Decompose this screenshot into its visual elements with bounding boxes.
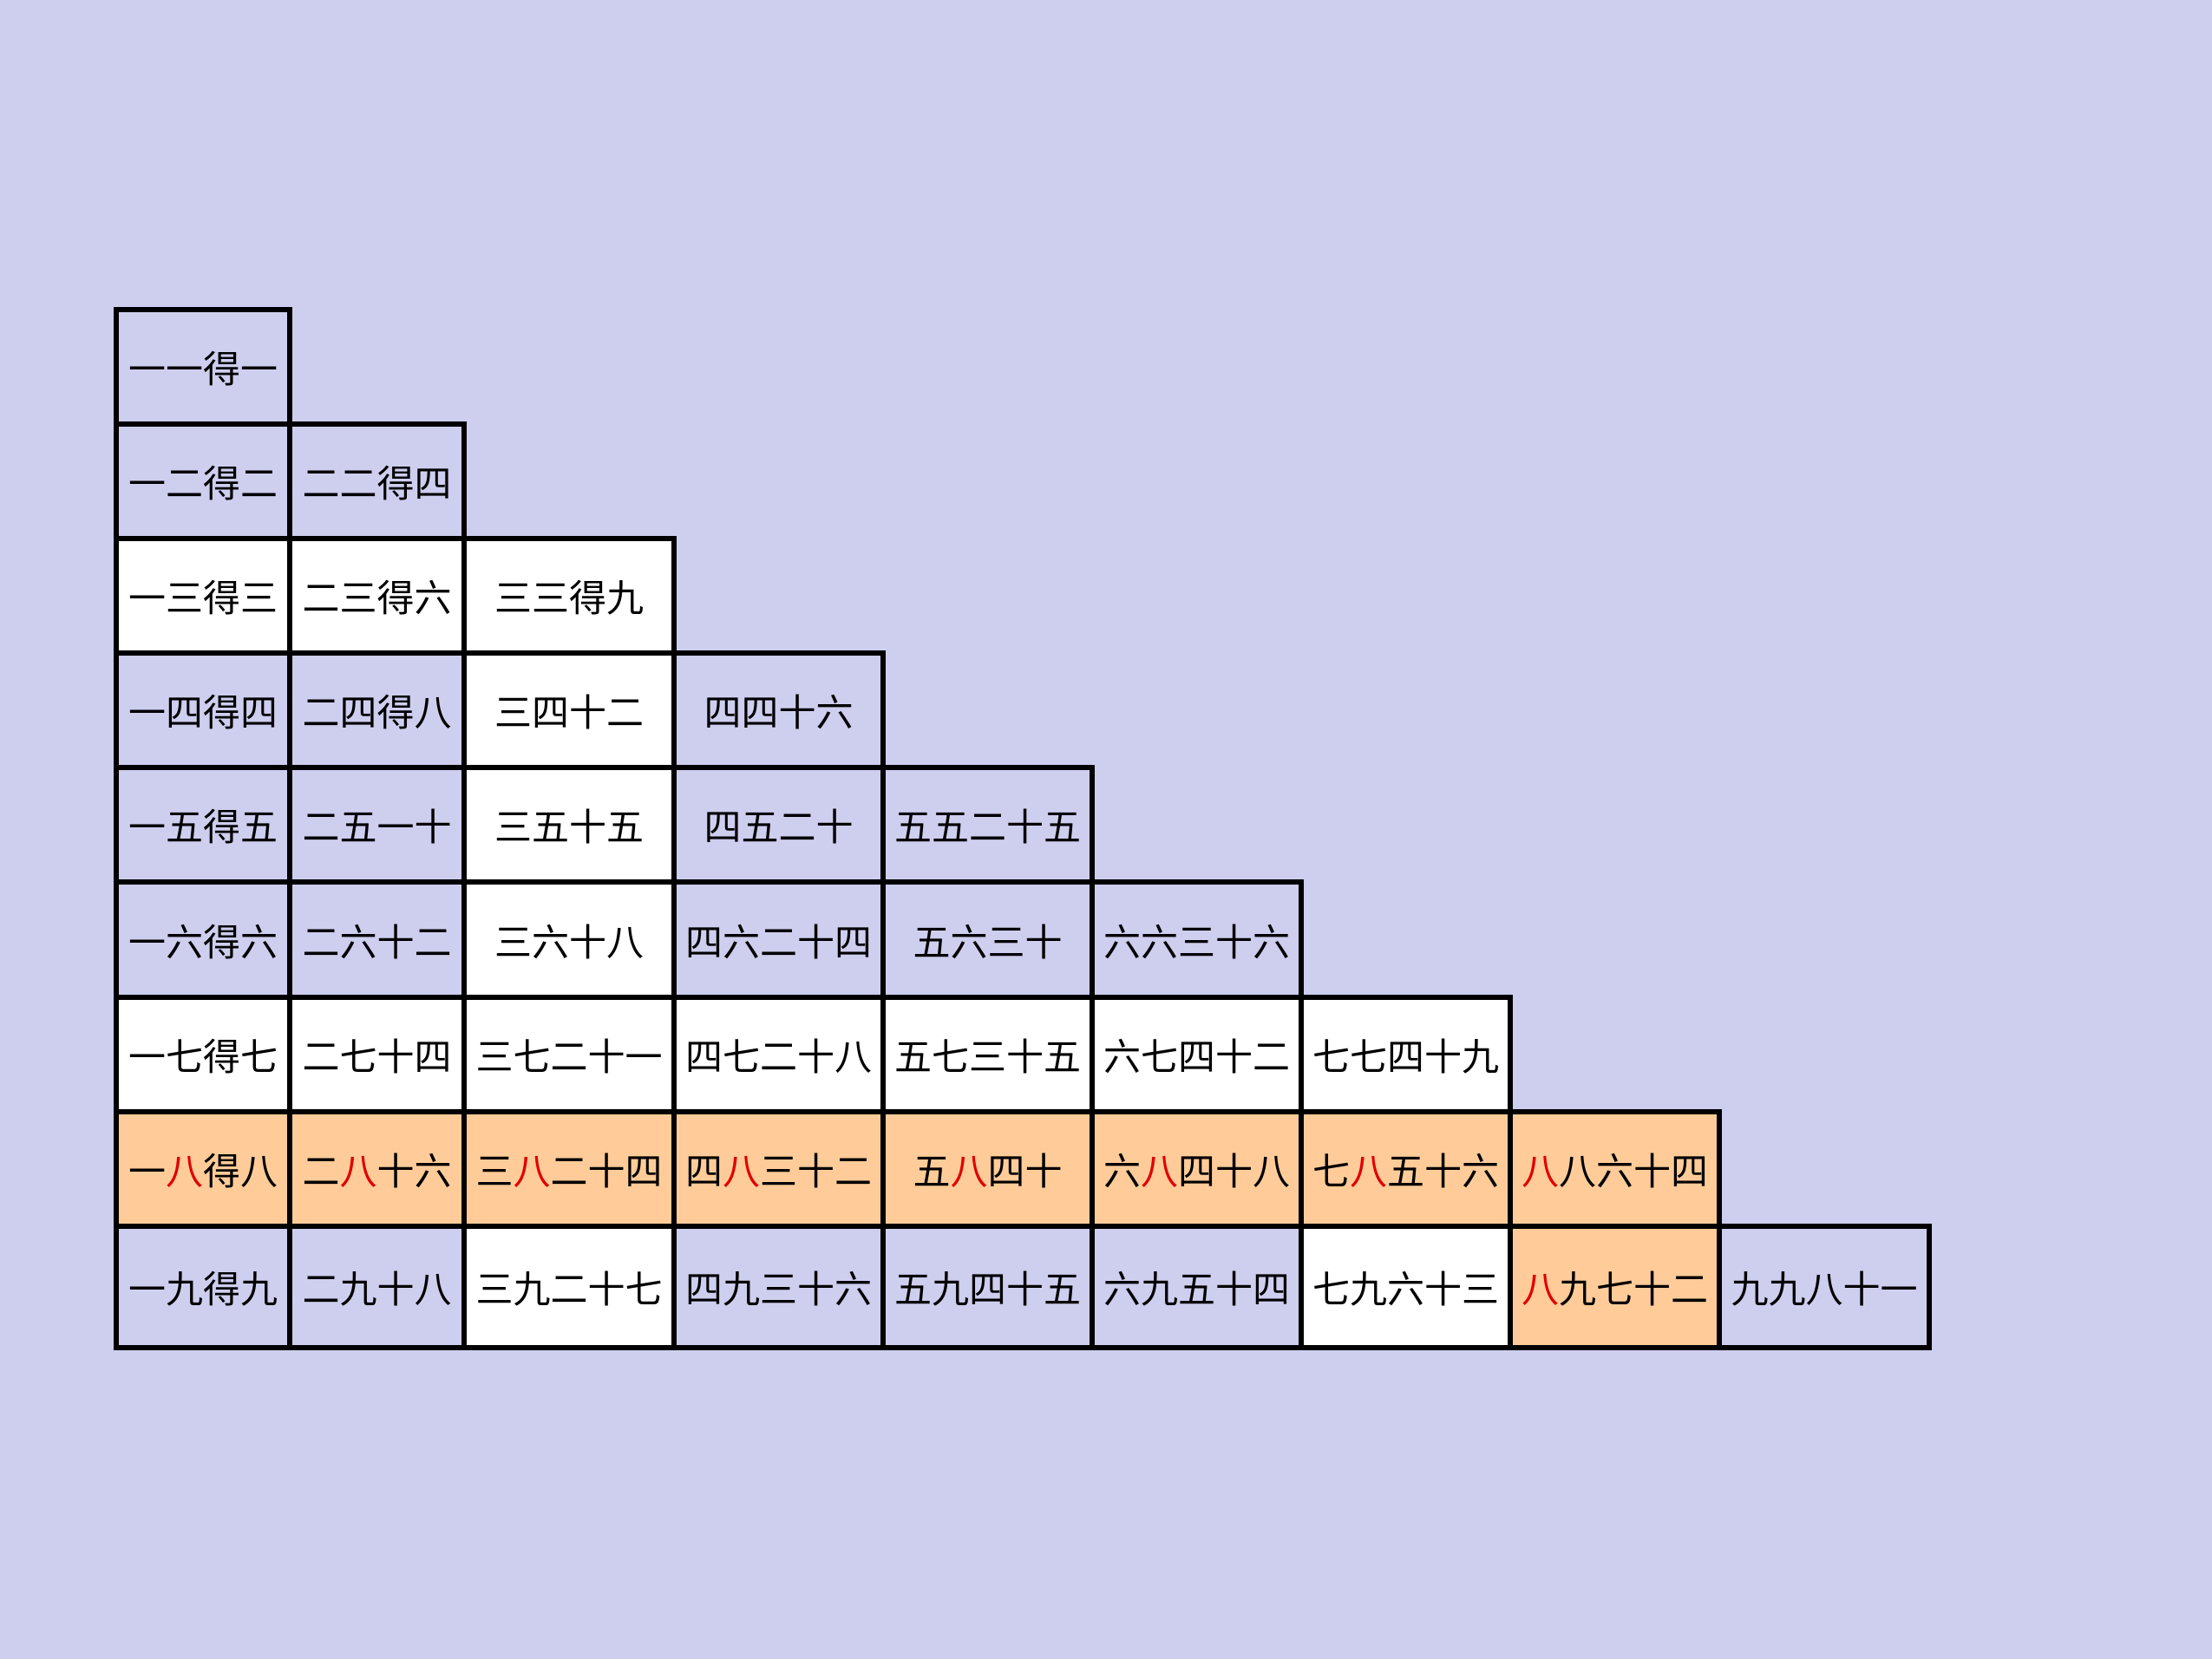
cell-char: 十	[1633, 1151, 1671, 1194]
table-cell-1x9: 一九得九	[114, 1224, 292, 1350]
table-cell-1x4: 一四得四	[114, 650, 292, 770]
cell-char: 五	[1387, 1151, 1424, 1194]
highlighted-digit: 八	[1522, 1151, 1559, 1194]
cell-char: 十	[587, 1151, 625, 1194]
cell-char: 十	[797, 1151, 834, 1194]
cell-char: 四	[1671, 1151, 1708, 1194]
cell-char: 四	[987, 1151, 1025, 1194]
cell-char: 九	[1559, 1269, 1596, 1312]
table-cell-5x7: 五七三十五	[880, 995, 1095, 1114]
table-cell-2x9: 二九十八	[287, 1224, 467, 1350]
cell-char: 十	[1215, 1151, 1253, 1194]
table-cell-2x6: 二六十二	[287, 879, 467, 1000]
cell-char: 一	[128, 1151, 166, 1194]
table-cell-9x9: 九九八十一	[1717, 1224, 1932, 1350]
highlighted-digit: 八	[723, 1151, 760, 1194]
highlighted-digit: 八	[166, 1151, 203, 1194]
table-cell-5x9: 五九四十五	[880, 1224, 1095, 1350]
cell-char: 四	[685, 1151, 723, 1194]
cell-char: 四	[1178, 1151, 1215, 1194]
table-cell-7x7: 七七四十九	[1299, 995, 1513, 1114]
table-cell-4x8: 四八三十二	[671, 1109, 886, 1229]
table-cell-3x3: 三三得九	[461, 536, 677, 656]
table-cell-3x5: 三五十五	[461, 765, 677, 885]
table-cell-8x8: 八八六十四	[1508, 1109, 1722, 1229]
cell-char: 五	[913, 1151, 951, 1194]
table-cell-7x9: 七九六十三	[1299, 1224, 1513, 1350]
cell-char: 十	[1024, 1151, 1063, 1194]
cell-char: 二	[834, 1151, 872, 1194]
table-cell-6x8: 六八四十八	[1090, 1109, 1304, 1229]
table-cell-1x1: 一一得一	[114, 307, 292, 427]
table-cell-4x7: 四七二十八	[671, 995, 886, 1114]
cell-char: 二	[302, 1151, 340, 1194]
highlighted-digit: 八	[1141, 1151, 1178, 1194]
table-cell-5x5: 五五二十五	[880, 765, 1095, 885]
table-cell-2x4: 二四得八	[287, 650, 467, 770]
cell-char: 六	[1596, 1151, 1633, 1194]
table-cell-4x5: 四五二十	[671, 765, 886, 885]
table-cell-8x9: 八九七十二	[1508, 1224, 1722, 1350]
table-cell-2x3: 二三得六	[287, 536, 467, 656]
highlighted-digit: 八	[339, 1151, 377, 1194]
highlighted-digit: 八	[1350, 1151, 1387, 1194]
cell-char: 八	[1559, 1151, 1596, 1194]
table-cell-1x7: 一七得七	[114, 995, 292, 1114]
cell-char: 十	[1633, 1269, 1671, 1312]
highlighted-digit: 八	[1522, 1269, 1559, 1312]
table-cell-3x7: 三七二十一	[461, 995, 677, 1114]
cell-char: 六	[1462, 1151, 1499, 1194]
cell-char: 二	[1671, 1269, 1708, 1312]
table-cell-1x3: 一三得三	[114, 536, 292, 656]
table-cell-4x6: 四六二十四	[671, 879, 886, 1000]
table-cell-1x5: 一五得五	[114, 765, 292, 885]
table-cell-5x6: 五六三十	[880, 879, 1095, 1000]
cell-char: 二	[550, 1151, 588, 1194]
cell-char: 七	[1312, 1151, 1350, 1194]
cell-char: 七	[1596, 1269, 1633, 1312]
table-cell-7x8: 七八五十六	[1299, 1109, 1513, 1229]
cell-char: 六	[1103, 1151, 1141, 1194]
table-cell-3x4: 三四十二	[461, 650, 677, 770]
cell-char: 三	[475, 1151, 514, 1194]
table-cell-6x9: 六九五十四	[1090, 1224, 1304, 1350]
table-cell-3x9: 三九二十七	[461, 1224, 677, 1350]
table-cell-5x8: 五八四十	[880, 1109, 1095, 1229]
cell-char: 八	[1253, 1151, 1290, 1194]
table-cell-6x6: 六六三十六	[1090, 879, 1304, 1000]
cell-char: 四	[625, 1151, 663, 1194]
cell-char: 八	[240, 1151, 278, 1194]
table-cell-2x8: 二八十六	[287, 1109, 467, 1229]
table-cell-6x7: 六七四十二	[1090, 995, 1304, 1114]
cell-char: 十	[1424, 1151, 1462, 1194]
highlighted-digit: 八	[513, 1151, 551, 1194]
cell-char: 六	[414, 1151, 452, 1194]
table-cell-4x9: 四九三十六	[671, 1224, 886, 1350]
table-cell-2x2: 二二得四	[287, 421, 467, 541]
table-cell-2x7: 二七十四	[287, 995, 467, 1114]
table-cell-3x6: 三六十八	[461, 879, 677, 1000]
cell-char: 十	[376, 1151, 415, 1194]
table-cell-1x2: 一二得二	[114, 421, 292, 541]
cell-char: 三	[760, 1151, 797, 1194]
table-cell-2x5: 二五一十	[287, 765, 467, 885]
table-cell-1x6: 一六得六	[114, 879, 292, 1000]
table-cell-1x8: 一八得八	[114, 1109, 292, 1229]
highlighted-digit: 八	[950, 1151, 988, 1194]
table-cell-3x8: 三八二十四	[461, 1109, 677, 1229]
cell-char: 得	[203, 1151, 240, 1194]
table-cell-4x4: 四四十六	[671, 650, 886, 770]
